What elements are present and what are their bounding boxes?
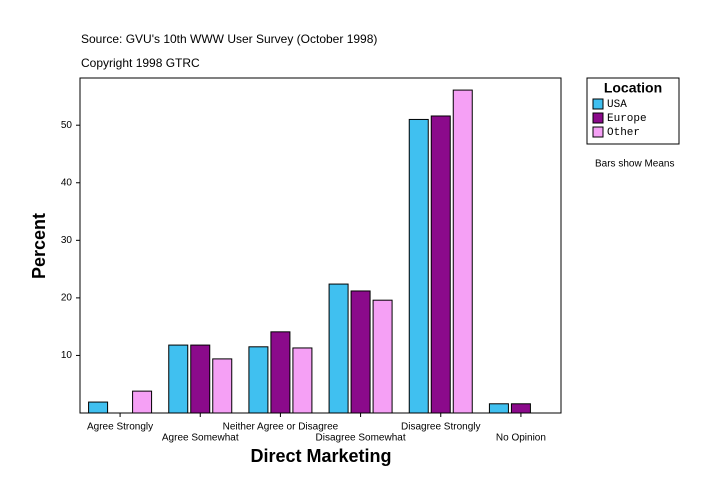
- legend-label: Other: [607, 127, 640, 139]
- bar: [132, 390, 153, 414]
- x-axis-label: Direct Marketing: [250, 446, 391, 466]
- bar: [212, 358, 233, 414]
- y-tick-label: 50: [61, 120, 73, 131]
- y-axis-label: Percent: [29, 213, 49, 279]
- chart-subtitle: Copyright 1998 GTRC: [81, 56, 200, 70]
- legend-box: [586, 77, 680, 145]
- bar: [270, 331, 291, 414]
- bar: [88, 401, 109, 414]
- x-tick-label: Agree Somewhat: [162, 433, 239, 444]
- bar: [248, 346, 269, 414]
- x-tick-label: Disagree Strongly: [401, 422, 480, 433]
- bar: [168, 344, 189, 414]
- plot-frame: [79, 77, 562, 414]
- legend-label: Europe: [607, 113, 647, 125]
- bar: [190, 344, 211, 414]
- legend-swatch: [592, 112, 604, 124]
- bar: [510, 403, 531, 414]
- chart-title: Source: GVU's 10th WWW User Survey (Octo…: [81, 32, 377, 46]
- bar: [408, 118, 429, 414]
- x-tick-label: Disagree Somewhat: [316, 433, 406, 444]
- bar: [372, 299, 393, 414]
- legend-swatch: [592, 98, 604, 110]
- legend-swatch: [592, 126, 604, 138]
- y-tick-label: 30: [61, 235, 73, 246]
- y-tick-label: 40: [61, 177, 73, 188]
- x-tick-label: Neither Agree or Disagree: [223, 422, 339, 433]
- y-tick-label: 20: [61, 293, 73, 304]
- note: Bars show Means: [595, 159, 674, 170]
- bar: [452, 89, 473, 414]
- y-tick-label: 10: [61, 350, 73, 361]
- bar: [430, 115, 451, 414]
- x-tick-label: No Opinion: [496, 433, 546, 444]
- bar: [488, 403, 509, 414]
- legend-title: Location: [604, 80, 662, 96]
- legend-label: USA: [607, 99, 627, 111]
- x-tick-label: Agree Strongly: [87, 422, 153, 433]
- bar: [292, 347, 313, 414]
- bar: [328, 283, 349, 414]
- bar: [350, 290, 371, 414]
